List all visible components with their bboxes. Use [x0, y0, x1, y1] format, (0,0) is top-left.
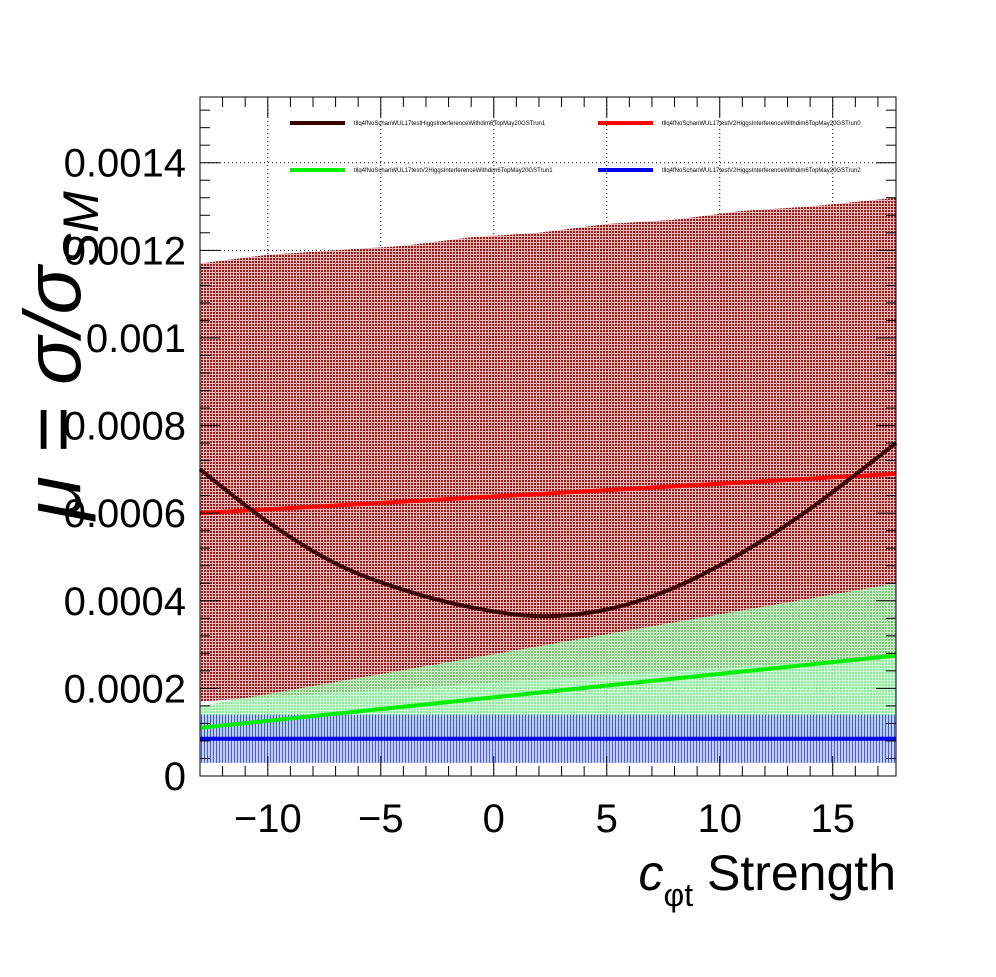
y-axis-label-main: μ = σ/σ: [8, 264, 97, 522]
y-tick-label-7: 0.0014: [64, 142, 186, 186]
legend-label-2: tllq4fNoSchanWUL17testV2HiggsInterferenc…: [354, 168, 553, 174]
y-tick-label-1: 0.0002: [64, 667, 186, 711]
series-line-0: [198, 441, 898, 619]
band-series-0: [200, 197, 896, 702]
x-tick-label-2: 0: [483, 797, 505, 841]
series-line-1: [199, 471, 897, 516]
series-lines: [198, 441, 898, 741]
x-tick-label-5: 15: [810, 797, 855, 841]
y-tick-label-3: 0.0006: [64, 492, 186, 536]
y-tick-label-2: 0.0004: [64, 580, 186, 624]
axis-ticks: −10 −5 0 5 10 15 0 0.0002 0.0004 0.0006 0.0008 0.00…: [64, 97, 896, 841]
band-series-2: [200, 583, 896, 741]
plot-frame: [199, 96, 897, 777]
x-tick-label-4: 10: [697, 797, 742, 841]
y-tick-label-0: 0: [164, 755, 186, 799]
x-tick-label-3: 5: [596, 797, 618, 841]
legend-label-0: tllq4fNoSchanWUL17testHiggsInterferenceW…: [354, 121, 546, 127]
legend-label-1: tllq4fNoSchanWUL17testV2HiggsInterferenc…: [662, 121, 861, 127]
x-axis-label-sub: φt: [663, 877, 693, 913]
legend-label-3: tllq4fNoSchanWUL17testV2HiggsInterferenc…: [662, 168, 861, 174]
y-tick-label-6: 0.0012: [64, 229, 186, 273]
y-axis-label-sub: SM: [53, 191, 109, 266]
y-tick-label-4: 0.0008: [64, 405, 186, 449]
x-tick-label-1: −5: [358, 797, 404, 841]
x-tick-label-0: −10: [234, 797, 302, 841]
series-line-2: [199, 653, 897, 730]
x-axis-label: cφt Strength: [638, 845, 896, 913]
y-axis-label: μ = σ/σSM: [8, 191, 109, 522]
legend: tllq4fNoSchanWUL17testHiggsInterferenceW…: [290, 121, 861, 174]
x-axis-label-var: c: [638, 845, 663, 901]
x-axis-label-rest: Strength: [693, 845, 896, 901]
y-tick-label-5: 0.001: [86, 317, 186, 361]
